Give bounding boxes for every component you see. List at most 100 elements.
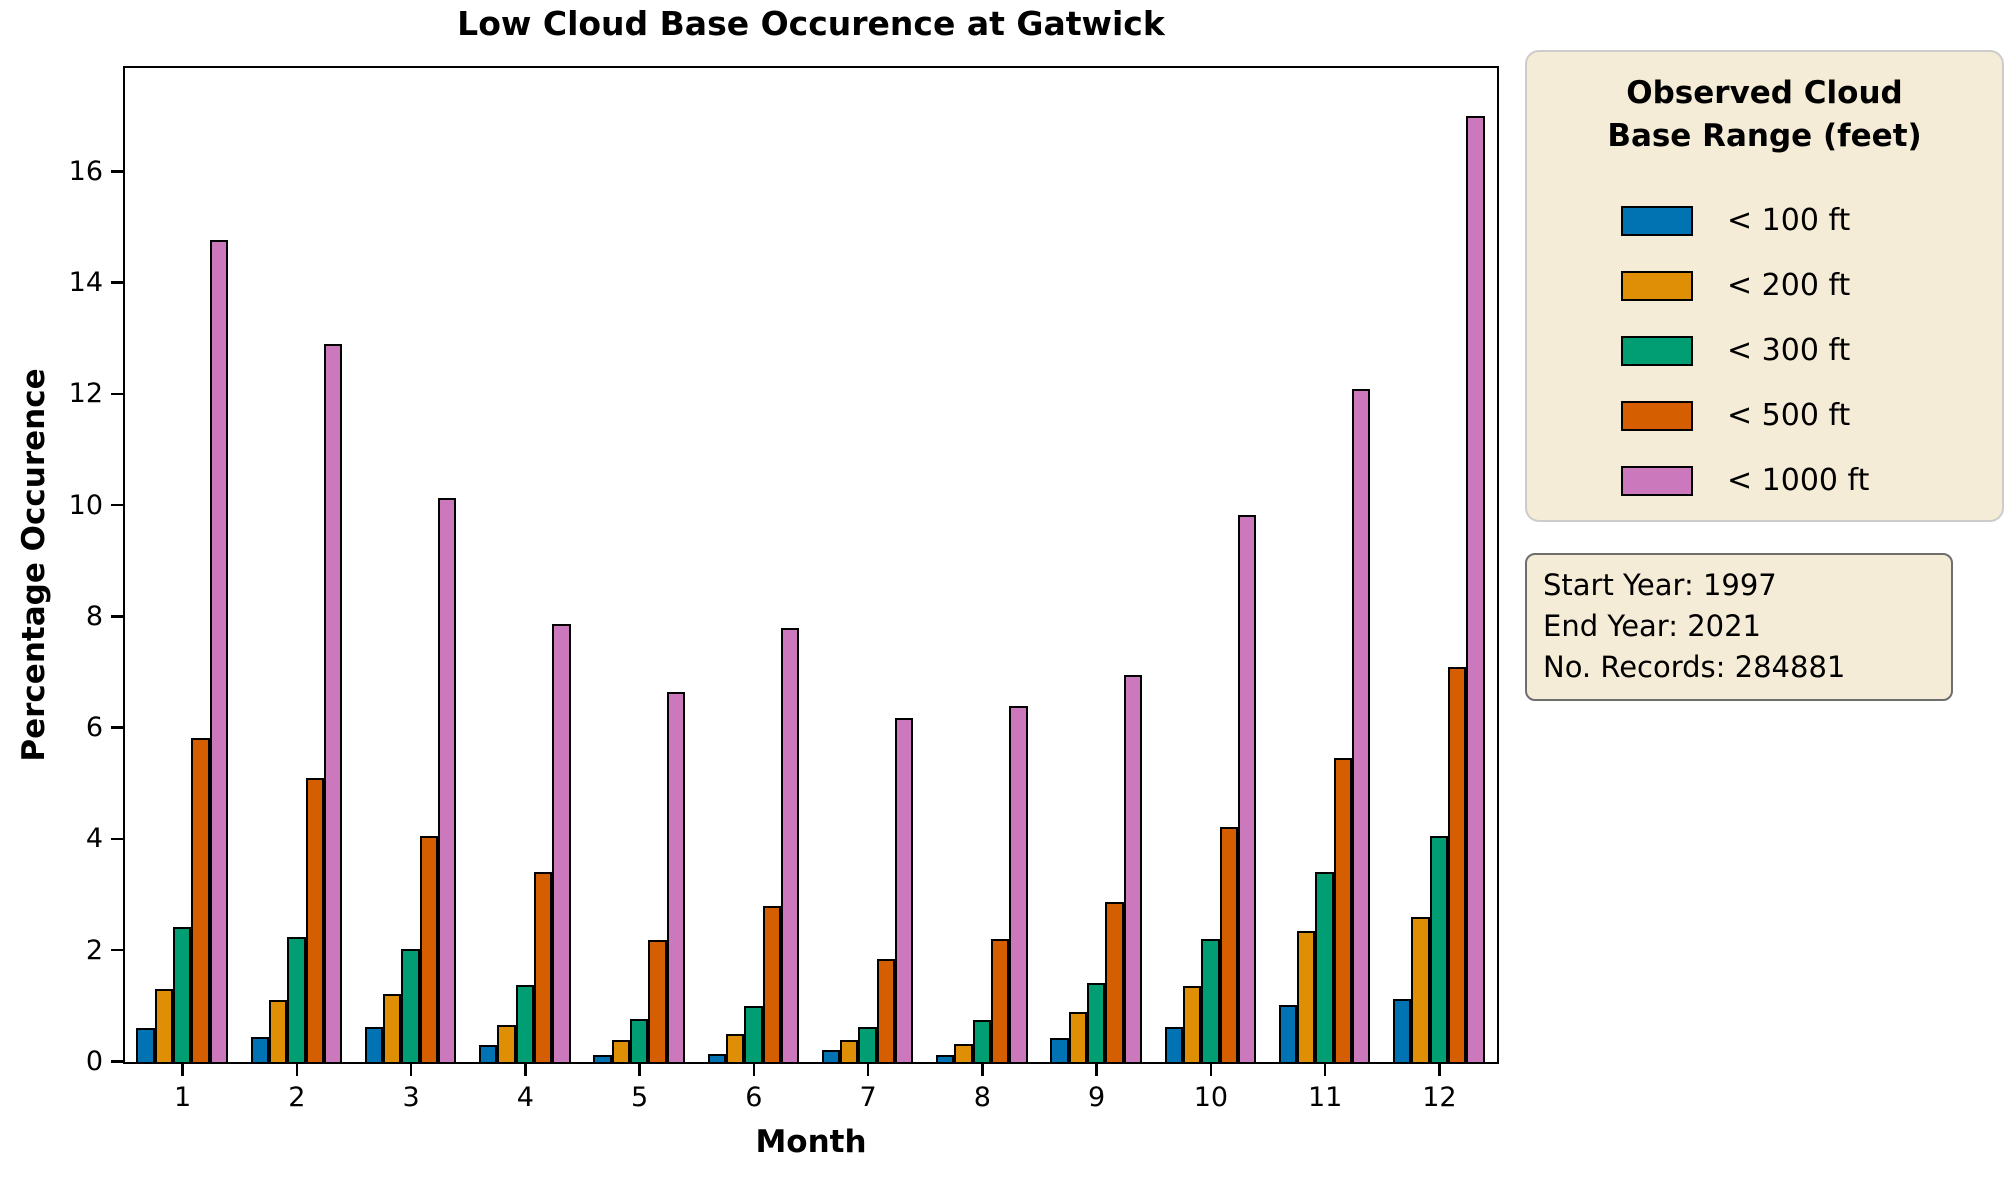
bar-month11-100ft <box>1278 1005 1298 1062</box>
legend-items: < 100 ft < 200 ft < 300 ft < 500 ft < 1000 f… <box>1527 188 2002 513</box>
bar-month8-300ft <box>972 1019 991 1062</box>
bar-month10-1000ft <box>1237 514 1257 1062</box>
y-tick-label-6: 6 <box>85 712 103 744</box>
legend-item-1000ft: < 1000 ft <box>1527 448 2002 513</box>
bar-month3-200ft <box>383 993 402 1062</box>
bar-month3-500ft <box>419 836 439 1062</box>
x-axis-label: Month <box>755 1124 867 1160</box>
y-tick-label-14: 14 <box>68 267 103 299</box>
bar-month8-1000ft <box>1009 705 1028 1062</box>
legend-swatch-icon <box>1621 205 1693 236</box>
x-tick-label-9: 9 <box>1088 1082 1106 1113</box>
legend-swatch-icon <box>1621 465 1693 496</box>
legend-item-100ft: < 100 ft <box>1527 188 2002 253</box>
bar-month5-100ft <box>593 1054 612 1062</box>
bar-month2-300ft <box>287 936 306 1062</box>
bar-month6-200ft <box>725 1033 745 1062</box>
legend-item-label: < 500 ft <box>1727 398 1851 433</box>
bar-month10-500ft <box>1219 827 1238 1062</box>
x-tick-label-10: 10 <box>1193 1082 1229 1113</box>
bar-month2-200ft <box>268 1000 288 1062</box>
bar-month8-500ft <box>991 938 1010 1062</box>
bar-month9-100ft <box>1050 1038 1069 1062</box>
x-tick-mark-9 <box>1095 1064 1098 1076</box>
x-tick-label-6: 6 <box>745 1082 763 1113</box>
bar-month11-200ft <box>1297 931 1316 1062</box>
legend-item-200ft: < 200 ft <box>1527 253 2002 318</box>
bar-month1-200ft <box>154 989 173 1062</box>
y-tick-label-8: 8 <box>85 600 103 632</box>
bar-month11-1000ft <box>1352 388 1371 1062</box>
bar-month11-300ft <box>1315 871 1334 1062</box>
y-tick-mark-14 <box>111 281 123 284</box>
bar-month5-200ft <box>611 1040 630 1062</box>
bar-month7-200ft <box>840 1039 859 1062</box>
bar-month4-100ft <box>479 1044 498 1062</box>
x-tick-label-5: 5 <box>631 1082 649 1113</box>
x-tick-mark-1 <box>181 1064 184 1076</box>
x-tick-mark-2 <box>295 1064 299 1076</box>
legend-item-500ft: < 500 ft <box>1527 383 2002 448</box>
bar-month3-100ft <box>364 1026 384 1062</box>
y-tick-mark-2 <box>111 948 123 952</box>
y-tick-label-10: 10 <box>68 489 103 521</box>
x-tick-mark-5 <box>638 1064 641 1076</box>
y-tick-label-4: 4 <box>85 823 103 855</box>
legend-title-line1: Observed Cloud <box>1626 75 1903 111</box>
x-tick-mark-12 <box>1438 1064 1441 1076</box>
x-tick-label-3: 3 <box>402 1082 420 1113</box>
x-tick-mark-8 <box>981 1064 984 1076</box>
bar-month12-200ft <box>1411 916 1430 1062</box>
bar-month3-1000ft <box>438 497 457 1062</box>
legend-item-label: < 100 ft <box>1727 203 1851 238</box>
legend-title-line2: Base Range (feet) <box>1607 118 1922 154</box>
x-tick-label-4: 4 <box>516 1082 534 1113</box>
bar-month12-500ft <box>1448 667 1467 1062</box>
info-line-end-year: End Year: 2021 <box>1543 609 1762 643</box>
bar-month12-300ft <box>1429 835 1448 1062</box>
bar-month3-300ft <box>401 949 420 1062</box>
bar-month7-500ft <box>876 959 896 1062</box>
bar-month1-100ft <box>136 1027 155 1062</box>
bar-month1-1000ft <box>209 240 228 1062</box>
bar-month7-300ft <box>858 1026 877 1062</box>
y-tick-label-12: 12 <box>68 378 103 410</box>
bar-month12-1000ft <box>1466 116 1485 1062</box>
x-tick-label-7: 7 <box>859 1082 877 1113</box>
y-tick-mark-16 <box>111 170 123 173</box>
y-tick-label-0: 0 <box>85 1046 103 1077</box>
plot-area <box>123 66 1499 1064</box>
bar-month5-300ft <box>629 1019 649 1062</box>
x-tick-label-8: 8 <box>973 1082 991 1113</box>
x-tick-mark-3 <box>409 1064 413 1076</box>
bar-month7-1000ft <box>895 717 914 1062</box>
y-axis-label: Percentage Occurence <box>16 368 52 762</box>
bar-month6-300ft <box>744 1006 763 1062</box>
legend-box: Observed Cloud Base Range (feet) < 100 f… <box>1525 50 2004 522</box>
bar-month1-500ft <box>191 737 210 1062</box>
bar-month5-1000ft <box>666 691 685 1062</box>
x-tick-label-2: 2 <box>288 1082 306 1113</box>
legend-swatch-icon <box>1621 270 1693 301</box>
y-tick-label-2: 2 <box>85 934 103 966</box>
bar-month8-200ft <box>954 1043 973 1062</box>
legend-item-label: < 300 ft <box>1727 333 1851 368</box>
info-line-start-year: Start Year: 1997 <box>1543 568 1777 602</box>
bar-month8-100ft <box>936 1054 955 1062</box>
x-tick-mark-4 <box>524 1064 527 1076</box>
y-tick-mark-6 <box>111 726 123 729</box>
legend-item-300ft: < 300 ft <box>1527 318 2002 383</box>
legend-title: Observed Cloud Base Range (feet) <box>1527 72 2002 158</box>
bar-month4-1000ft <box>552 624 571 1062</box>
legend-swatch-icon <box>1621 400 1693 431</box>
info-box: Start Year: 1997 End Year: 2021 No. Reco… <box>1525 553 1953 701</box>
bar-month1-300ft <box>172 926 192 1062</box>
chart-title: Low Cloud Base Occurence at Gatwick <box>457 4 1165 43</box>
y-tick-mark-4 <box>111 837 123 841</box>
bar-month4-300ft <box>515 985 534 1062</box>
bar-month5-500ft <box>648 939 667 1062</box>
bar-month4-200ft <box>497 1024 516 1062</box>
bar-month10-300ft <box>1201 938 1220 1062</box>
legend-item-label: < 1000 ft <box>1727 463 1870 498</box>
